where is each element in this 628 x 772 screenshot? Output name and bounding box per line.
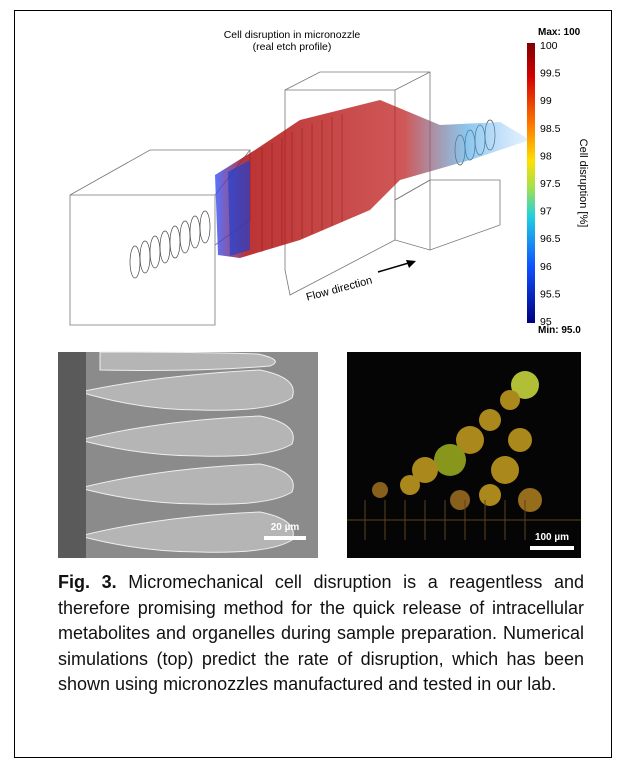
- colorbar-tick-label: 95: [540, 316, 552, 328]
- scale-bar-label: 20 µm: [271, 522, 300, 533]
- colorbar-tick-label: 95.5: [540, 288, 561, 300]
- flow-lines: [261, 114, 343, 252]
- colorbar-tick-label: 98: [540, 150, 552, 162]
- caption: Fig. 3. Micromechanical cell disruption …: [58, 570, 584, 698]
- flow-field: [228, 160, 250, 256]
- sem-image: 20 µm: [58, 351, 318, 558]
- flow-arrow: [377, 261, 413, 273]
- colorbar-tick-label: 100: [540, 40, 558, 52]
- colorbar-tick-label: 97: [540, 206, 552, 218]
- caption-text: Micromechanical cell disruption is a rea…: [58, 572, 584, 694]
- colorbar-tick-label: 97.5: [540, 178, 561, 190]
- scale-bar-label: 100 µm: [535, 532, 569, 543]
- sim-subtitle: (real etch profile): [253, 41, 332, 53]
- flow-label: Flow direction: [305, 275, 374, 304]
- flow-arrow: [406, 260, 416, 268]
- colorbar-ticks: 100 99.5 99 98.5 98 97.5 97 96.5 96 95.5 95: [540, 40, 561, 328]
- colorbar: [527, 43, 535, 323]
- figure-frame: [14, 10, 612, 758]
- figure-graphics: Cell disruption in micronozzle (real etc…: [58, 27, 589, 558]
- colorbar-label: Cell disruption [%]: [577, 139, 589, 228]
- caption-label: Fig. 3.: [58, 572, 117, 592]
- colorbar-tick-label: 99.5: [540, 68, 561, 80]
- flow-field: [215, 100, 530, 258]
- colorbar-max: Max: 100: [538, 27, 581, 38]
- fluorescence-image: 100 µm: [347, 352, 581, 558]
- sim-title: Cell disruption in micronozzle: [224, 29, 361, 41]
- colorbar-tick-label: 99: [540, 95, 552, 107]
- colorbar-tick-label: 98.5: [540, 123, 561, 135]
- colorbar-min: Min: 95.0: [538, 325, 581, 336]
- colorbar-tick-label: 96: [540, 261, 552, 273]
- colorbar-tick-label: 96.5: [540, 233, 561, 245]
